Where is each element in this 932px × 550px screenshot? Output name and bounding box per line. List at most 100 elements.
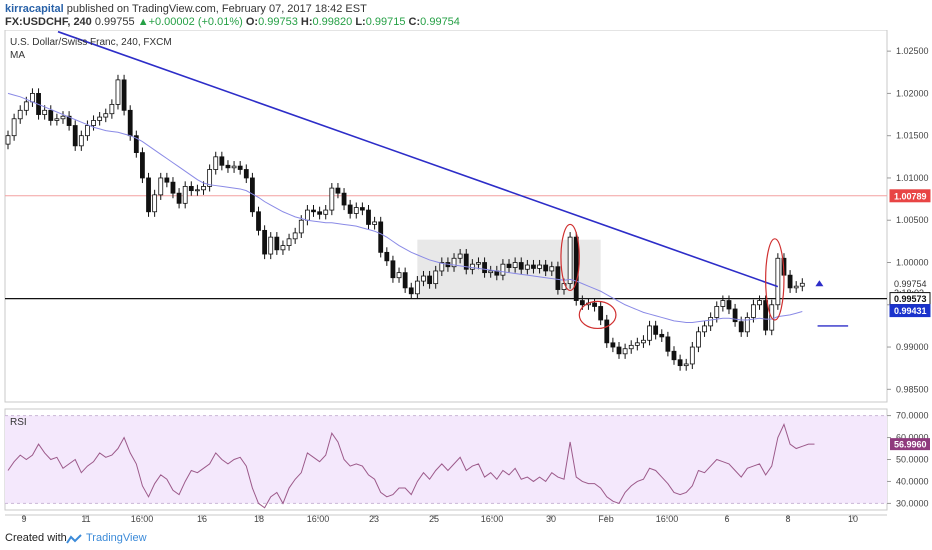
created-with-text: Created with	[5, 532, 67, 544]
change-value: +0.00002 (+0.01%)	[148, 16, 243, 28]
bullish-candle	[353, 207, 359, 214]
price-axis-label: 1.00500	[896, 215, 929, 225]
bearish-candle	[543, 264, 549, 272]
bearish-candle	[335, 187, 341, 194]
bearish-candle	[176, 192, 182, 204]
bearish-candle	[653, 325, 659, 335]
bullish-candle	[439, 262, 445, 272]
price-layer	[5, 30, 887, 371]
bullish-candle	[793, 285, 799, 289]
rsi-axis-label: 40.0000	[896, 476, 929, 486]
high-value: 0.99820	[312, 16, 353, 28]
rsi-label: RSI	[10, 417, 27, 428]
author-link[interactable]: kirracapital	[5, 3, 64, 15]
rsi-last-label: 56.9960	[894, 440, 927, 450]
bullish-candle	[182, 186, 188, 204]
bullish-candle	[11, 118, 17, 137]
bullish-candle	[195, 189, 200, 192]
bearish-candle	[738, 321, 744, 333]
bearish-candle	[604, 319, 610, 344]
chart-area[interactable]: 1.02500 1.02000 1.01500 1.01000 1.00500 1.000…	[0, 29, 932, 525]
bearish-candle	[390, 260, 396, 279]
bearish-candle	[127, 109, 133, 137]
publish-line: kirracapital published on TradingView.co…	[5, 3, 367, 15]
bearish-candle	[237, 165, 243, 170]
highlight-ellipse	[765, 238, 785, 321]
bullish-candle	[30, 93, 35, 103]
open-value: 0.99753	[258, 16, 298, 28]
downtrend-line	[57, 30, 779, 288]
bearish-candle	[408, 287, 414, 295]
bearish-candle	[763, 300, 769, 331]
bearish-candle	[665, 336, 671, 352]
bearish-candle	[378, 221, 384, 253]
close-label: C:	[408, 16, 421, 28]
price-label-bg	[889, 189, 931, 203]
ohlc-line: FX:USDCHF, 240 0.99755 ▲+0.00002 (+0.01%…	[5, 16, 460, 28]
bullish-candle	[500, 263, 506, 276]
price-axis-label: 1.01000	[896, 173, 929, 183]
price-axis-label: 1.02000	[896, 88, 929, 98]
bearish-candle	[133, 135, 139, 153]
price-chart-svg[interactable]: 1.02500 1.02000 1.01500 1.01000 1.00500 1.000…	[0, 29, 932, 525]
last-price: 0.99755	[94, 16, 135, 28]
bullish-candle	[158, 177, 164, 196]
bearish-candle	[616, 346, 622, 355]
price-pane[interactable]	[4, 29, 888, 403]
bullish-candle	[757, 300, 762, 306]
bearish-candle	[402, 272, 408, 289]
bullish-candle	[537, 264, 542, 269]
bullish-candle	[5, 135, 11, 145]
bullish-candle	[696, 331, 701, 348]
bullish-candle	[213, 156, 219, 170]
rsi-last-label-bg	[890, 438, 930, 451]
price-axis-badge: 0.99431	[894, 306, 927, 316]
bullish-candle	[152, 194, 158, 213]
bullish-candle	[329, 187, 335, 211]
bullish-candle	[451, 257, 457, 268]
bearish-candle	[427, 275, 432, 285]
bearish-candle	[140, 152, 145, 179]
rsi-axis-label: 50.0000	[896, 455, 929, 465]
bullish-candle	[622, 348, 628, 355]
bullish-candle	[42, 109, 48, 115]
published-text: published on TradingView.com, February 0…	[66, 3, 367, 15]
time-axis-label: 16:00	[131, 514, 154, 524]
tradingview-brand[interactable]: TradingView	[86, 532, 147, 544]
bullish-candle	[323, 209, 329, 215]
bearish-candle	[225, 164, 231, 169]
bullish-candle	[23, 101, 29, 111]
bearish-candle	[243, 169, 249, 179]
bearish-candle	[506, 263, 512, 268]
time-axis-label: 16	[197, 514, 207, 524]
bullish-candle	[91, 120, 96, 126]
chart-title: U.S. Dollar/Swiss Franc, 240, FXCM	[10, 37, 172, 48]
bearish-candle	[579, 300, 585, 306]
bearish-candle	[341, 192, 347, 206]
bearish-candle	[671, 350, 677, 361]
low-label: L:	[355, 16, 366, 28]
bullish-candle	[17, 109, 23, 120]
time-axis-label: 10	[848, 514, 858, 524]
bullish-candle	[512, 262, 518, 268]
bullish-candle	[488, 270, 494, 274]
bullish-candle	[708, 317, 714, 327]
ma-label: MA	[10, 50, 25, 61]
bullish-candle	[85, 125, 90, 137]
bullish-candle	[634, 342, 640, 346]
bullish-candle	[60, 115, 66, 120]
bullish-candle	[103, 113, 109, 118]
tradingview-logo-icon	[66, 534, 82, 544]
rsi-band	[5, 415, 887, 504]
bullish-candle	[372, 221, 378, 225]
price-axis-label: 0.99000	[896, 342, 929, 352]
bearish-candle	[518, 262, 524, 270]
bullish-candle	[799, 282, 805, 287]
bullish-candle	[280, 245, 286, 251]
time-axis-label: 9	[21, 514, 26, 524]
bearish-candle	[677, 359, 683, 367]
bearish-candle	[610, 342, 616, 348]
bearish-candle	[787, 274, 793, 289]
bearish-candle	[531, 264, 536, 269]
bullish-candle	[702, 325, 707, 333]
